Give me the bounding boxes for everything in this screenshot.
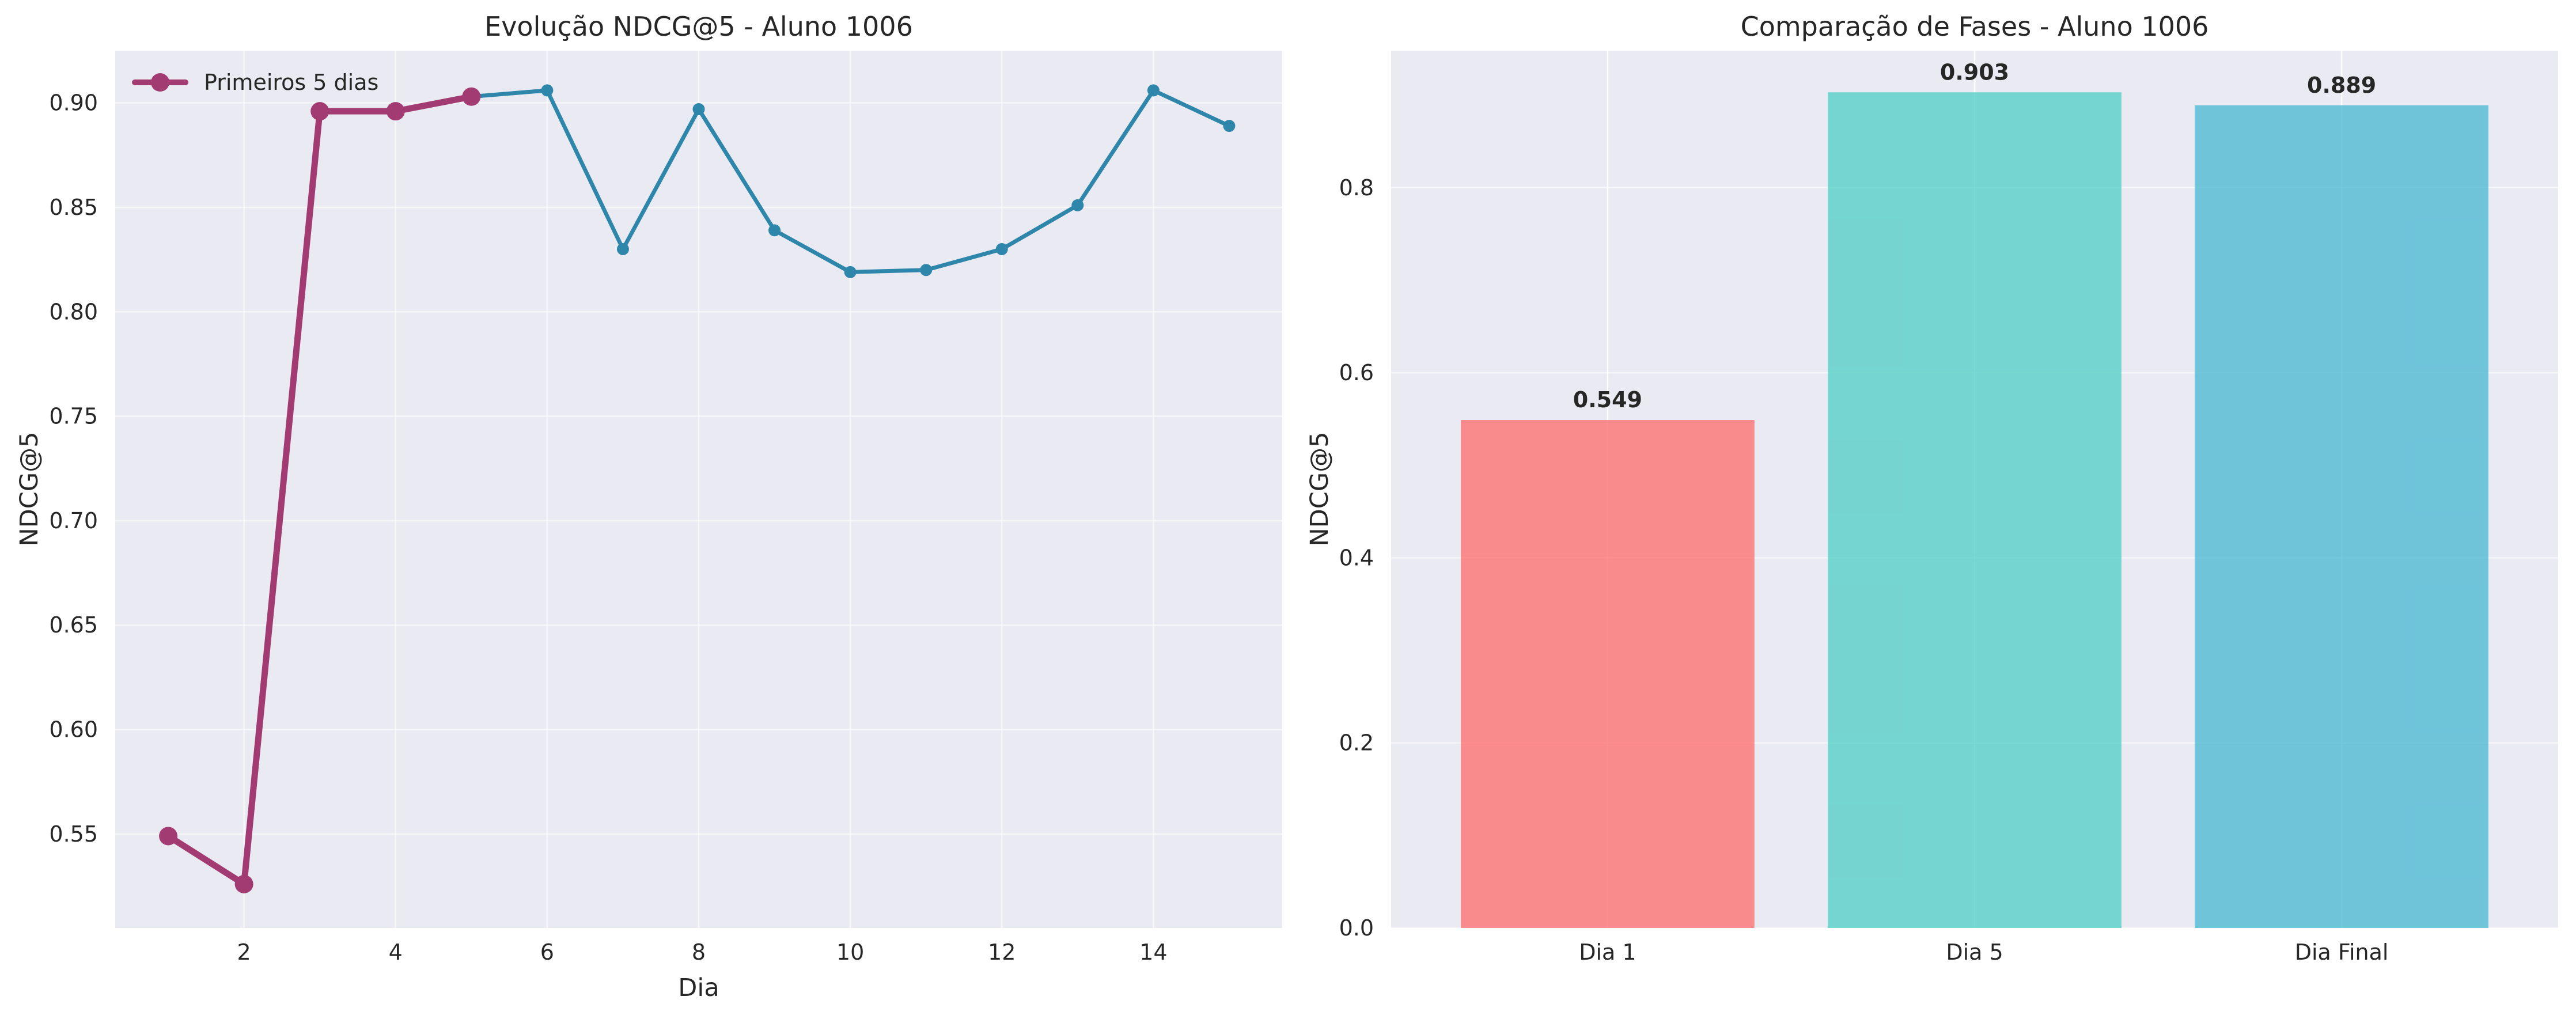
- data-point: [844, 266, 857, 278]
- data-point: [920, 264, 933, 276]
- x-tick-label: Dia Final: [2295, 940, 2389, 965]
- bar: [1828, 92, 2122, 928]
- line-chart-legend: Primeiros 5 dias: [132, 70, 378, 95]
- x-tick-label: Dia 1: [1579, 940, 1636, 965]
- data-point: [234, 874, 253, 893]
- data-point: [1071, 199, 1084, 211]
- y-tick-label: 0.2: [1339, 730, 1374, 756]
- x-tick-label: 10: [836, 940, 864, 965]
- y-tick-label: 0.70: [49, 508, 98, 533]
- line-chart-title: Evolução NDCG@5 - Aluno 1006: [484, 11, 913, 42]
- x-tick-label: 14: [1139, 940, 1167, 965]
- data-point: [159, 827, 178, 846]
- x-tick-label: Dia 5: [1946, 940, 2003, 965]
- y-tick-label: 0.55: [49, 821, 98, 847]
- data-point: [616, 243, 629, 255]
- data-point: [995, 243, 1008, 255]
- data-point: [541, 84, 554, 97]
- y-tick-label: 0.60: [49, 717, 98, 743]
- y-tick-label: 0.80: [49, 299, 98, 324]
- data-point: [386, 102, 405, 121]
- bar: [2195, 105, 2488, 928]
- bar-chart-y-axis-label: NDCG@5: [1305, 432, 1334, 547]
- bar: [1461, 420, 1755, 928]
- bar-chart-title: Comparação de Fases - Aluno 1006: [1741, 11, 2209, 42]
- line-chart-x-ticks: 2 4 6 8 10 12 14: [237, 940, 1168, 965]
- bar-chart-x-ticks: Dia 1 Dia 5 Dia Final: [1579, 940, 2388, 965]
- bar-value-label: 0.549: [1573, 387, 1642, 412]
- bar-chart-bars: 0.549 0.903 0.889: [1461, 59, 2488, 928]
- data-point: [310, 102, 329, 121]
- x-tick-label: 6: [540, 940, 554, 965]
- x-tick-label: 12: [988, 940, 1016, 965]
- y-tick-label: 0.4: [1339, 545, 1374, 570]
- y-tick-label: 0.0: [1339, 915, 1374, 941]
- data-point: [1223, 120, 1236, 132]
- x-tick-label: 8: [692, 940, 706, 965]
- bar-value-label: 0.903: [1940, 59, 2009, 85]
- y-tick-label: 0.85: [49, 195, 98, 220]
- bar-value-label: 0.889: [2307, 73, 2376, 98]
- bar-chart-y-ticks: 0.0 0.2 0.4 0.6 0.8: [1339, 175, 1374, 941]
- y-tick-label: 0.90: [49, 90, 98, 116]
- line-chart-grid: [115, 51, 1282, 928]
- line-chart-x-axis-label: Dia: [678, 973, 719, 1002]
- x-tick-label: 2: [237, 940, 251, 965]
- data-point: [768, 224, 781, 237]
- line-chart-y-ticks: 0.55 0.60 0.65 0.70 0.75 0.80 0.85 0.90: [49, 90, 98, 847]
- legend-label: Primeiros 5 dias: [204, 70, 378, 95]
- line-chart-y-axis-label: NDCG@5: [15, 432, 44, 547]
- line-chart-series: [159, 84, 1236, 893]
- y-tick-label: 0.8: [1339, 175, 1374, 200]
- line-chart: 2 4 6 8 10 12 14 0.550.600.650.700.750.800.850…: [15, 11, 1282, 1002]
- x-tick-label: 4: [389, 940, 403, 965]
- legend-marker-swatch: [151, 73, 169, 92]
- y-tick-label: 0.65: [49, 612, 98, 638]
- y-tick-label: 0.75: [49, 404, 98, 429]
- data-point: [1147, 84, 1160, 97]
- data-point: [462, 87, 481, 106]
- data-point: [692, 103, 705, 116]
- y-tick-label: 0.6: [1339, 360, 1374, 385]
